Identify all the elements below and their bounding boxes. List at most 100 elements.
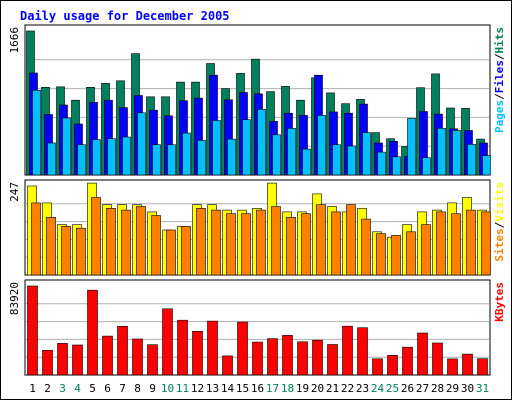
bar-kbytes-day-14 — [222, 355, 233, 376]
bar-sites-day-6 — [106, 208, 116, 276]
bar-pages-day-19 — [302, 148, 311, 176]
bar-pages-day-13 — [212, 120, 221, 176]
x-tick-label: 27 — [416, 382, 429, 395]
x-tick-label: 28 — [431, 382, 444, 395]
bar-pages-day-6 — [107, 138, 116, 176]
bar-sites-day-12 — [196, 208, 206, 276]
bar-kbytes-day-1 — [27, 285, 38, 376]
x-tick-label: 31 — [476, 382, 489, 395]
legend-text: Files — [493, 60, 506, 93]
bar-pages-day-4 — [77, 144, 86, 176]
bar-sites-day-1 — [31, 202, 41, 276]
x-tick-label: 10 — [161, 382, 174, 395]
bar-pages-day-7 — [122, 136, 131, 176]
bar-kbytes-day-10 — [162, 308, 173, 376]
bar-sites-day-4 — [76, 227, 86, 276]
x-tick-label: 8 — [134, 382, 141, 395]
bar-kbytes-day-20 — [312, 339, 323, 376]
x-tick-label: 12 — [191, 382, 204, 395]
bar-pages-day-22 — [347, 145, 356, 176]
x-tick-label: 21 — [326, 382, 339, 395]
bar-sites-day-25 — [391, 235, 401, 276]
bar-pages-day-31 — [482, 155, 491, 176]
bar-pages-day-28 — [437, 128, 446, 176]
bar-sites-day-16 — [256, 209, 266, 276]
bar-pages-day-10 — [167, 144, 176, 176]
bar-kbytes-day-7 — [117, 325, 128, 376]
legend-text: Sites — [493, 228, 506, 261]
legend-text: Pages — [493, 100, 506, 133]
x-tick-label: 9 — [149, 382, 156, 395]
x-tick-label: 2 — [44, 382, 51, 395]
y-max-label: 83920 — [8, 282, 21, 315]
bar-pages-day-11 — [182, 132, 191, 176]
legend-text: / — [493, 53, 506, 60]
bar-kbytes-day-6 — [102, 335, 113, 376]
bar-kbytes-day-19 — [297, 341, 308, 376]
bar-pages-day-15 — [242, 119, 251, 176]
bar-pages-day-27 — [422, 157, 431, 176]
bar-kbytes-day-3 — [57, 343, 68, 376]
bar-pages-day-18 — [287, 128, 296, 176]
legend-label-sites-visits: Sites/Visits — [493, 182, 506, 262]
bar-kbytes-day-12 — [192, 330, 203, 376]
bar-sites-day-26 — [406, 231, 416, 276]
bar-pages-day-20 — [317, 115, 326, 176]
bar-kbytes-day-8 — [132, 338, 143, 376]
legend-text: / — [493, 221, 506, 228]
bar-kbytes-day-16 — [252, 341, 263, 376]
bar-pages-day-2 — [47, 142, 56, 176]
bar-kbytes-day-27 — [417, 332, 428, 376]
bar-sites-day-20 — [316, 204, 326, 276]
bar-kbytes-day-29 — [447, 358, 458, 376]
bar-kbytes-day-17 — [267, 338, 278, 376]
x-tick-label: 22 — [341, 382, 354, 395]
x-tick-label: 15 — [236, 382, 249, 395]
bar-sites-day-27 — [421, 224, 431, 276]
x-tick-label: 3 — [59, 382, 66, 395]
bar-kbytes-day-2 — [42, 349, 53, 376]
x-tick-label: 1 — [29, 382, 36, 395]
bar-pages-day-17 — [272, 134, 281, 176]
x-tick-label: 14 — [221, 382, 235, 395]
legend-text: KBytes — [493, 282, 506, 322]
legend-text: / — [493, 93, 506, 100]
x-tick-label: 24 — [371, 382, 385, 395]
x-tick-label: 16 — [251, 382, 264, 395]
bar-pages-day-9 — [152, 144, 161, 176]
bar-kbytes-day-9 — [147, 344, 158, 376]
bar-kbytes-day-15 — [237, 321, 248, 376]
bar-kbytes-day-30 — [462, 353, 473, 376]
x-tick-label: 4 — [74, 382, 81, 395]
bar-sites-day-23 — [361, 218, 371, 276]
bar-kbytes-day-4 — [72, 344, 83, 376]
legend-text: Hits — [493, 27, 506, 54]
bar-pages-day-16 — [257, 109, 266, 176]
bar-kbytes-day-21 — [327, 344, 338, 376]
bar-sites-day-9 — [151, 215, 161, 276]
bar-pages-day-24 — [377, 151, 386, 176]
bar-pages-day-14 — [227, 138, 236, 176]
x-tick-label: 19 — [296, 382, 309, 395]
bar-kbytes-day-26 — [402, 346, 413, 376]
chart-title: Daily usage for December 2005 — [20, 9, 230, 23]
bar-sites-day-31 — [481, 211, 491, 276]
bar-kbytes-day-28 — [432, 342, 443, 376]
bar-kbytes-day-24 — [372, 358, 383, 376]
bar-kbytes-day-18 — [282, 335, 293, 376]
bar-sites-day-29 — [451, 213, 461, 276]
bar-sites-day-21 — [331, 211, 341, 276]
x-tick-label: 18 — [281, 382, 294, 395]
bar-pages-day-23 — [362, 132, 371, 176]
bar-kbytes-day-11 — [177, 319, 188, 376]
bar-kbytes-day-31 — [477, 358, 488, 376]
bar-sites-day-7 — [121, 209, 131, 276]
x-tick-label: 20 — [311, 382, 324, 395]
bar-sites-day-14 — [226, 213, 236, 276]
bar-kbytes-day-25 — [387, 355, 398, 376]
bar-sites-day-5 — [91, 197, 101, 276]
bar-pages-day-1 — [32, 90, 41, 176]
bar-sites-day-13 — [211, 209, 221, 276]
x-tick-label: 13 — [206, 382, 219, 395]
